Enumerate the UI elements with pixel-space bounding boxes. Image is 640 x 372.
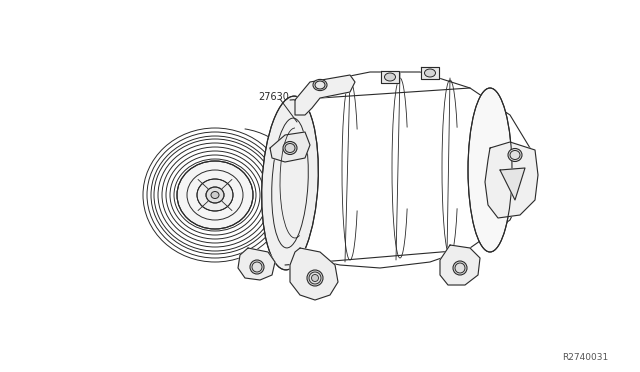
Ellipse shape [385,73,396,81]
Ellipse shape [453,261,467,275]
Ellipse shape [313,79,327,91]
Ellipse shape [307,270,323,286]
Polygon shape [500,168,525,200]
Ellipse shape [283,141,297,154]
Ellipse shape [312,275,319,282]
Polygon shape [381,71,399,83]
Polygon shape [290,248,338,300]
Polygon shape [421,67,439,79]
Polygon shape [270,132,310,162]
Polygon shape [485,142,538,218]
Ellipse shape [143,128,287,262]
Polygon shape [280,72,530,268]
Ellipse shape [211,192,219,199]
Ellipse shape [250,260,264,274]
Ellipse shape [508,148,522,161]
Text: R2740031: R2740031 [562,353,608,362]
Polygon shape [440,245,480,285]
Ellipse shape [206,187,224,203]
Ellipse shape [262,96,318,270]
Ellipse shape [197,179,233,211]
Ellipse shape [424,69,435,77]
Polygon shape [238,248,275,280]
Ellipse shape [468,88,512,252]
Ellipse shape [177,161,253,229]
Polygon shape [295,75,355,115]
Text: 27630: 27630 [258,92,289,102]
